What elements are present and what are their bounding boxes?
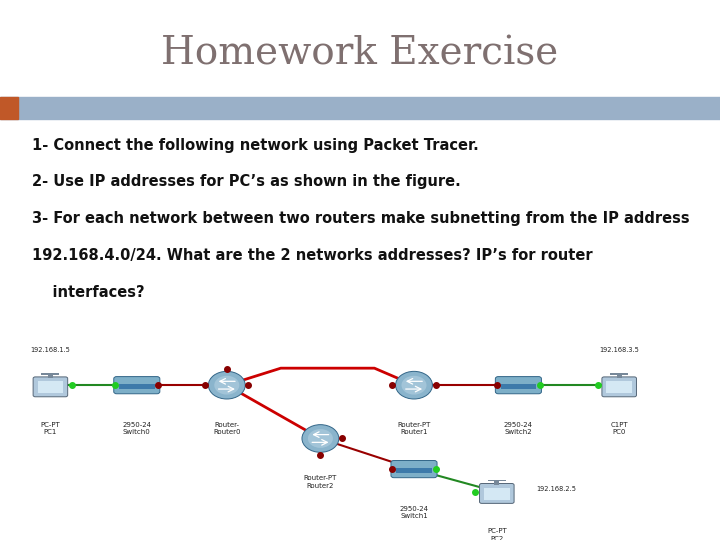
Text: Router-PT
Router1: Router-PT Router1 — [397, 422, 431, 435]
Bar — [119, 384, 155, 389]
Bar — [37, 381, 63, 393]
FancyBboxPatch shape — [391, 461, 437, 478]
Circle shape — [402, 376, 426, 395]
Circle shape — [208, 372, 246, 399]
Text: 3- For each network between two routers make subnetting from the IP address: 3- For each network between two routers … — [32, 211, 690, 226]
FancyBboxPatch shape — [33, 377, 68, 397]
Text: PC-PT
PC1: PC-PT PC1 — [40, 422, 60, 435]
Text: Router-PT
Router2: Router-PT Router2 — [304, 475, 337, 489]
Bar — [396, 468, 432, 473]
Text: interfaces?: interfaces? — [32, 285, 145, 300]
Bar — [617, 375, 621, 378]
FancyBboxPatch shape — [480, 483, 514, 503]
Text: PC-PT
PC2: PC-PT PC2 — [487, 529, 507, 540]
Bar — [484, 488, 510, 500]
Circle shape — [215, 376, 239, 395]
Bar — [0, 97, 720, 119]
Bar — [487, 480, 506, 482]
Bar — [606, 381, 632, 393]
Text: 1- Connect the following network using Packet Tracer.: 1- Connect the following network using P… — [32, 138, 479, 153]
FancyBboxPatch shape — [114, 376, 160, 394]
Bar — [500, 384, 536, 389]
Bar — [48, 375, 53, 378]
Bar — [0, 97, 18, 119]
Text: 192.168.4.0/24. What are the 2 networks addresses? IP’s for router: 192.168.4.0/24. What are the 2 networks … — [32, 248, 593, 263]
Text: Router-
Router0: Router- Router0 — [213, 422, 240, 435]
Text: 2950-24
Switch1: 2950-24 Switch1 — [400, 506, 428, 519]
FancyBboxPatch shape — [495, 376, 541, 394]
Circle shape — [395, 372, 433, 399]
Bar — [41, 373, 60, 375]
Text: 192.168.1.5: 192.168.1.5 — [30, 347, 71, 353]
Circle shape — [302, 424, 339, 453]
Text: 192.168.2.5: 192.168.2.5 — [536, 486, 577, 492]
Circle shape — [308, 429, 333, 448]
Text: Homework Exercise: Homework Exercise — [161, 36, 559, 72]
Text: 192.168.3.5: 192.168.3.5 — [599, 347, 639, 353]
Bar — [495, 482, 499, 485]
FancyBboxPatch shape — [602, 377, 636, 397]
Text: 2- Use IP addresses for PC’s as shown in the figure.: 2- Use IP addresses for PC’s as shown in… — [32, 174, 461, 190]
Bar — [610, 373, 629, 375]
Text: C1PT
PC0: C1PT PC0 — [611, 422, 628, 435]
Text: 2950-24
Switch0: 2950-24 Switch0 — [122, 422, 151, 435]
Text: 2950-24
Switch2: 2950-24 Switch2 — [504, 422, 533, 435]
